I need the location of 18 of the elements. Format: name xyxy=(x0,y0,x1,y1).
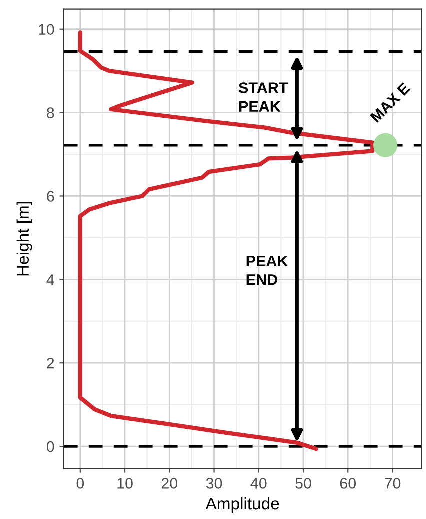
y-tick-label: 8 xyxy=(47,108,54,118)
x-tick-label: 60 xyxy=(340,478,356,489)
x-axis-title: Amplitude xyxy=(206,497,280,514)
x-tick-label: 50 xyxy=(296,478,312,489)
annotation: START PEAK xyxy=(238,82,288,112)
y-axis-title: Height [m] xyxy=(16,202,32,276)
x-tick-label: 70 xyxy=(385,478,401,489)
x-tick-label: 20 xyxy=(162,478,178,489)
y-tick-label: 2 xyxy=(47,358,54,369)
y-tick-label: 4 xyxy=(46,274,54,286)
x-tick-label: 40 xyxy=(250,478,267,489)
y-tick-label: 6 xyxy=(47,191,54,202)
x-tick-label: 10 xyxy=(118,478,133,489)
x-tick-label: 0 xyxy=(76,478,84,489)
annotation: PEAK END xyxy=(246,256,288,286)
x-tick-label: 30 xyxy=(206,478,222,489)
y-tick-label: 10 xyxy=(39,24,54,36)
y-tick-label: 0 xyxy=(46,441,54,452)
